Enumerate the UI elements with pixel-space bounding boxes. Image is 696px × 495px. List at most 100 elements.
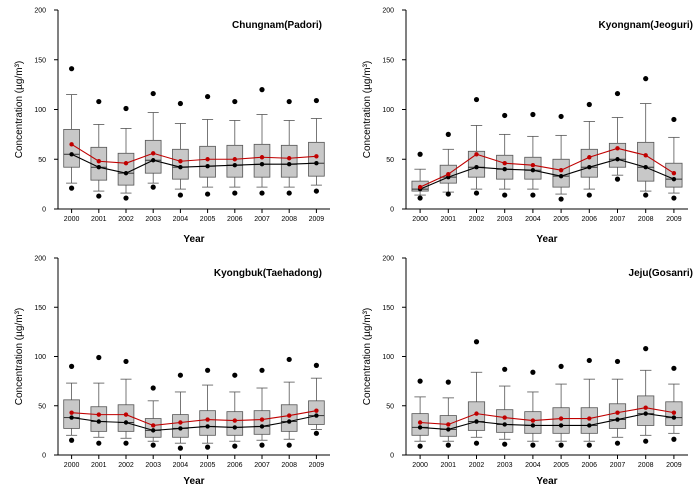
outlier-point <box>150 90 156 97</box>
median-point <box>502 422 507 427</box>
outlier-point <box>286 190 292 196</box>
outlier-point <box>259 190 265 196</box>
chart-title: Chungnam(Padori) <box>232 20 322 31</box>
x-tick-label: 2004 <box>173 462 189 469</box>
mean-point <box>69 410 74 415</box>
median-point <box>671 176 677 182</box>
y-tick-label: 150 <box>34 57 46 64</box>
outlier-point <box>473 440 480 446</box>
x-tick-label: 2007 <box>610 216 626 223</box>
median-trend-line <box>71 415 317 431</box>
outlier-point <box>643 346 649 352</box>
outlier-point <box>177 100 183 107</box>
mean-point <box>587 155 592 160</box>
median-point <box>123 420 129 425</box>
x-axis-label: Year <box>183 476 204 487</box>
median-point <box>178 426 183 431</box>
median-trend-line <box>419 158 675 190</box>
x-tick-label: 2007 <box>254 462 270 469</box>
x-tick-label: 2008 <box>281 462 297 469</box>
x-tick-label: 2003 <box>145 462 161 469</box>
median-point <box>205 424 210 429</box>
median-point <box>643 411 648 416</box>
x-tick-label: 2003 <box>145 216 161 223</box>
median-point <box>615 157 620 162</box>
mean-point <box>671 170 677 176</box>
outlier-point <box>259 442 265 448</box>
x-tick-label: 2001 <box>441 462 457 469</box>
x-axis-label: Year <box>536 476 557 487</box>
y-tick-label: 100 <box>34 354 46 361</box>
outlier-point <box>96 440 102 446</box>
y-tick-label: 100 <box>382 354 394 361</box>
outlier-point <box>530 369 536 375</box>
outlier-point <box>671 436 677 442</box>
outlier-point <box>69 363 75 369</box>
mean-point <box>474 411 479 416</box>
y-axis-label: Concentration (µg/m³) <box>362 308 373 405</box>
outlier-point <box>205 191 211 197</box>
outlier-point <box>502 366 508 372</box>
median-point <box>259 424 265 429</box>
outlier-point <box>473 339 480 345</box>
outlier-point <box>232 372 238 378</box>
outlier-point <box>123 195 129 201</box>
x-tick-label: 2000 <box>412 216 428 223</box>
x-tick-label: 2006 <box>582 216 598 223</box>
median-point <box>287 419 292 424</box>
box-iqr <box>280 404 298 432</box>
median-point <box>314 413 319 418</box>
outlier-point <box>558 442 564 448</box>
x-axis-label: Year <box>536 234 557 245</box>
y-tick-label: 200 <box>34 8 46 15</box>
mean-point <box>558 416 564 421</box>
outlier-point <box>232 443 238 449</box>
mean-point <box>502 415 507 420</box>
outlier-point <box>96 193 102 199</box>
mean-point <box>96 412 102 417</box>
outlier-point <box>286 356 292 363</box>
box-iqr <box>144 418 162 438</box>
mean-point <box>314 154 319 159</box>
median-point <box>151 428 156 433</box>
x-tick-label: 2005 <box>553 462 569 469</box>
x-tick-label: 2002 <box>118 216 134 223</box>
mean-point <box>287 413 292 418</box>
mean-point <box>502 161 507 166</box>
x-tick-label: 2008 <box>281 216 297 223</box>
outlier-point <box>614 440 621 446</box>
mean-point <box>671 410 677 415</box>
mean-point <box>259 417 265 422</box>
x-tick-label: 2000 <box>64 216 80 223</box>
outlier-point <box>614 358 621 365</box>
outlier-point <box>473 190 480 196</box>
mean-point <box>151 423 156 428</box>
outlier-point <box>232 190 238 196</box>
x-tick-label: 2009 <box>666 462 682 469</box>
outlier-point <box>643 76 649 82</box>
box-iqr <box>63 128 80 168</box>
outlier-point <box>417 443 423 449</box>
y-tick-label: 0 <box>390 207 394 214</box>
mean-point <box>417 420 423 425</box>
mean-point <box>446 171 451 177</box>
median-point <box>587 165 592 170</box>
x-tick-label: 2001 <box>441 216 457 223</box>
y-tick-label: 200 <box>34 256 46 263</box>
box-iqr <box>580 148 598 178</box>
outlier-point <box>671 365 677 371</box>
mean-trend-line <box>420 407 674 426</box>
outlier-point <box>177 445 183 451</box>
box-iqr <box>467 401 486 431</box>
box-iqr <box>608 403 627 429</box>
median-point <box>205 164 210 169</box>
outlier-point <box>671 195 677 201</box>
x-tick-label: 2001 <box>91 462 107 469</box>
outlier-point <box>417 378 423 384</box>
mean-point <box>287 156 292 161</box>
box-iqr <box>144 139 162 174</box>
box-iqr <box>117 404 135 432</box>
x-tick-label: 2002 <box>469 462 485 469</box>
outlier-point <box>417 195 423 201</box>
box-iqr <box>199 410 216 436</box>
